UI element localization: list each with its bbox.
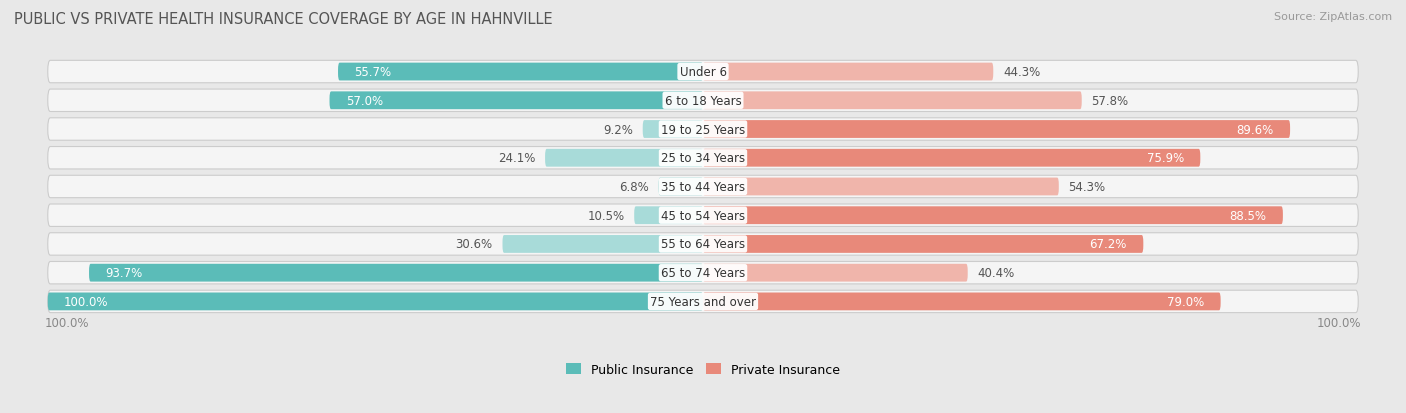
Text: 89.6%: 89.6% [1236,123,1274,136]
FancyBboxPatch shape [48,147,1358,170]
Text: 79.0%: 79.0% [1167,295,1205,308]
Text: 55.7%: 55.7% [354,66,391,79]
Text: 67.2%: 67.2% [1090,238,1128,251]
Text: 10.5%: 10.5% [588,209,624,222]
Text: Source: ZipAtlas.com: Source: ZipAtlas.com [1274,12,1392,22]
FancyBboxPatch shape [703,121,1291,139]
Text: 9.2%: 9.2% [603,123,633,136]
FancyBboxPatch shape [703,92,1081,110]
Text: 75 Years and over: 75 Years and over [650,295,756,308]
FancyBboxPatch shape [703,235,1143,253]
Text: Under 6: Under 6 [679,66,727,79]
FancyBboxPatch shape [703,64,993,81]
Text: 35 to 44 Years: 35 to 44 Years [661,180,745,194]
Text: 6.8%: 6.8% [619,180,648,194]
Text: 6 to 18 Years: 6 to 18 Years [665,95,741,107]
FancyBboxPatch shape [48,262,1358,284]
FancyBboxPatch shape [502,235,703,253]
Text: 24.1%: 24.1% [498,152,536,165]
Text: PUBLIC VS PRIVATE HEALTH INSURANCE COVERAGE BY AGE IN HAHNVILLE: PUBLIC VS PRIVATE HEALTH INSURANCE COVER… [14,12,553,27]
Text: 100.0%: 100.0% [45,316,89,329]
FancyBboxPatch shape [48,293,703,311]
FancyBboxPatch shape [634,207,703,225]
FancyBboxPatch shape [48,119,1358,141]
Text: 30.6%: 30.6% [456,238,492,251]
FancyBboxPatch shape [658,178,703,196]
Text: 19 to 25 Years: 19 to 25 Years [661,123,745,136]
Text: 54.3%: 54.3% [1069,180,1105,194]
FancyBboxPatch shape [546,150,703,167]
FancyBboxPatch shape [643,121,703,139]
Text: 93.7%: 93.7% [105,266,142,280]
FancyBboxPatch shape [329,92,703,110]
FancyBboxPatch shape [48,90,1358,112]
Text: 45 to 54 Years: 45 to 54 Years [661,209,745,222]
Text: 25 to 34 Years: 25 to 34 Years [661,152,745,165]
FancyBboxPatch shape [89,264,703,282]
Text: 57.8%: 57.8% [1091,95,1129,107]
FancyBboxPatch shape [48,233,1358,256]
Text: 75.9%: 75.9% [1147,152,1184,165]
Text: 100.0%: 100.0% [1317,316,1361,329]
Text: 44.3%: 44.3% [1002,66,1040,79]
FancyBboxPatch shape [703,293,1220,311]
FancyBboxPatch shape [703,150,1201,167]
Text: 40.4%: 40.4% [977,266,1015,280]
FancyBboxPatch shape [703,264,967,282]
FancyBboxPatch shape [48,176,1358,198]
Text: 55 to 64 Years: 55 to 64 Years [661,238,745,251]
FancyBboxPatch shape [48,204,1358,227]
Text: 100.0%: 100.0% [65,295,108,308]
FancyBboxPatch shape [48,290,1358,313]
Text: 57.0%: 57.0% [346,95,382,107]
Legend: Public Insurance, Private Insurance: Public Insurance, Private Insurance [561,358,845,381]
FancyBboxPatch shape [48,61,1358,83]
Text: 65 to 74 Years: 65 to 74 Years [661,266,745,280]
FancyBboxPatch shape [703,207,1282,225]
FancyBboxPatch shape [337,64,703,81]
Text: 88.5%: 88.5% [1229,209,1267,222]
FancyBboxPatch shape [703,178,1059,196]
